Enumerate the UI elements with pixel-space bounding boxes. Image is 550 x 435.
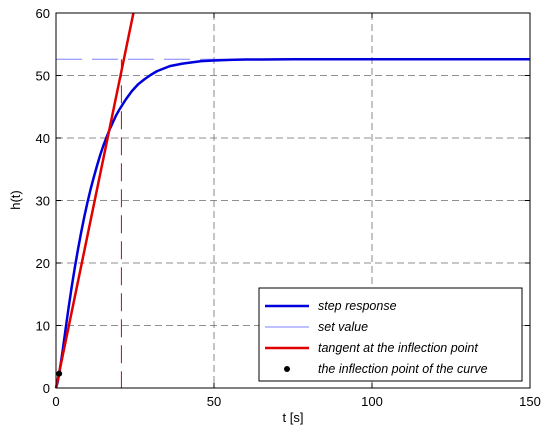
x-tick-label: 0 bbox=[52, 394, 59, 409]
x-tick-label: 100 bbox=[361, 394, 383, 409]
y-tick-label: 0 bbox=[43, 381, 50, 396]
x-tick-label: 50 bbox=[207, 394, 221, 409]
legend-label-inflection-point: the inflection point of the curve bbox=[318, 362, 488, 376]
tangent-line bbox=[54, 12, 135, 389]
legend-label-step-response: step response bbox=[318, 299, 397, 313]
y-tick-label: 40 bbox=[36, 131, 50, 146]
series-layer bbox=[54, 12, 530, 389]
legend: step response set value tangent at the i… bbox=[258, 287, 523, 382]
legend-swatch-inflection-point bbox=[284, 366, 290, 372]
legend-label-tangent: tangent at the inflection point bbox=[318, 341, 478, 355]
ticks: 0 50 100 150 0 10 20 30 40 50 60 bbox=[36, 6, 541, 409]
y-tick-label: 10 bbox=[36, 319, 50, 334]
y-tick-label: 30 bbox=[36, 194, 50, 209]
x-tick-label: 150 bbox=[519, 394, 541, 409]
y-tick-label: 20 bbox=[36, 256, 50, 271]
legend-label-set-value: set value bbox=[318, 320, 368, 334]
x-axis-label: t [s] bbox=[283, 410, 304, 425]
step-response-line bbox=[54, 58, 530, 389]
y-tick-label: 50 bbox=[36, 69, 50, 84]
y-tick-label: 60 bbox=[36, 6, 50, 21]
y-axis-label: h(t) bbox=[8, 190, 23, 210]
legend-box bbox=[258, 287, 523, 382]
inflection-point-marker bbox=[56, 370, 63, 377]
